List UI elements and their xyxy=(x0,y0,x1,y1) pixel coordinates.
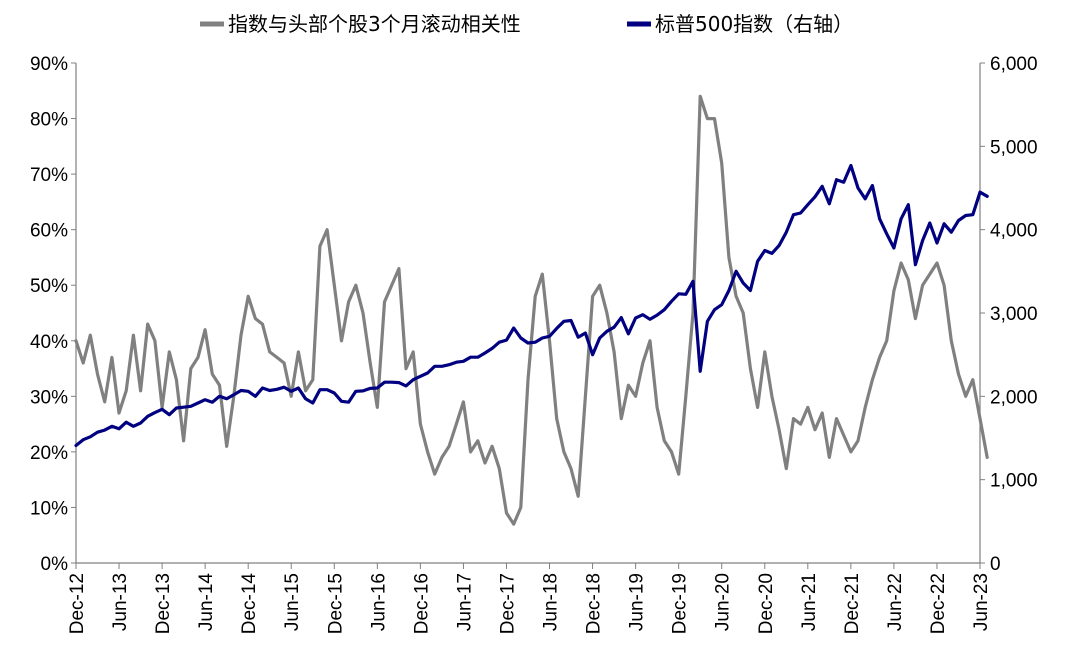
right-tick-label: 5,000 xyxy=(990,137,1038,158)
x-tick-label: Dec-15 xyxy=(325,573,346,634)
x-tick-label: Jun-22 xyxy=(885,573,906,631)
x-tick-label: Dec-22 xyxy=(928,573,949,634)
x-axis-ticks: Dec-12 Jun-13 Dec-13 Jun-14 Dec-14 Jun-15 Dec-… xyxy=(67,563,992,634)
x-tick-label: Dec-17 xyxy=(497,573,518,634)
left-tick-label: 20% xyxy=(30,443,68,464)
x-tick-label: Dec-19 xyxy=(670,573,691,634)
series-layer xyxy=(74,94,989,526)
right-tick-label: 6,000 xyxy=(990,54,1038,75)
x-tick-label: Jun-17 xyxy=(454,573,475,631)
left-axis-ticks: 0% 10% 20% 30% 40% 50% 60% 70% 80% 90% xyxy=(30,54,76,575)
left-tick-label: 50% xyxy=(30,276,68,297)
right-tick-label: 0 xyxy=(990,554,1001,575)
x-tick-label: Jun-18 xyxy=(541,573,562,631)
left-tick-label: 30% xyxy=(30,387,68,408)
x-tick-label: Jun-20 xyxy=(713,573,734,631)
right-tick-label: 4,000 xyxy=(990,221,1038,242)
x-tick-label: Dec-12 xyxy=(67,573,88,634)
left-tick-label: 40% xyxy=(30,332,68,353)
x-tick-label: Dec-20 xyxy=(756,573,777,634)
series-line-sp500 xyxy=(74,163,989,448)
left-tick-label: 60% xyxy=(30,221,68,242)
left-tick-label: 90% xyxy=(30,54,68,75)
left-tick-label: 70% xyxy=(30,165,68,186)
x-tick-label: Jun-19 xyxy=(627,573,648,631)
right-tick-label: 1,000 xyxy=(990,471,1038,492)
x-tick-label: Dec-18 xyxy=(584,573,605,634)
left-tick-label: 10% xyxy=(30,498,68,519)
series-line-correlation xyxy=(74,94,989,526)
legend-label-correlation: 指数与头部个股3个月滚动相关性 xyxy=(228,12,521,36)
legend-label-sp500: 标普500指数（右轴） xyxy=(655,12,853,36)
x-tick-label: Dec-21 xyxy=(842,573,863,634)
left-tick-label: 80% xyxy=(30,110,68,131)
x-tick-label: Jun-16 xyxy=(368,573,389,631)
right-tick-label: 3,000 xyxy=(990,304,1038,325)
left-tick-label: 0% xyxy=(41,554,69,575)
x-tick-label: Jun-13 xyxy=(110,573,131,631)
legend: 指数与头部个股3个月滚动相关性 标普500指数（右轴） xyxy=(200,12,853,36)
x-tick-label: Jun-23 xyxy=(971,573,992,631)
right-axis-ticks: 0 1,000 2,000 3,000 4,000 5,000 6,000 xyxy=(980,54,1038,575)
right-tick-label: 2,000 xyxy=(990,387,1038,408)
x-tick-label: Dec-13 xyxy=(153,573,174,634)
x-tick-label: Jun-21 xyxy=(799,573,820,631)
x-tick-label: Jun-15 xyxy=(282,573,303,631)
x-tick-label: Dec-14 xyxy=(239,573,260,635)
axes xyxy=(75,63,981,564)
x-tick-label: Jun-14 xyxy=(196,573,217,632)
x-tick-label: Dec-16 xyxy=(411,573,432,634)
